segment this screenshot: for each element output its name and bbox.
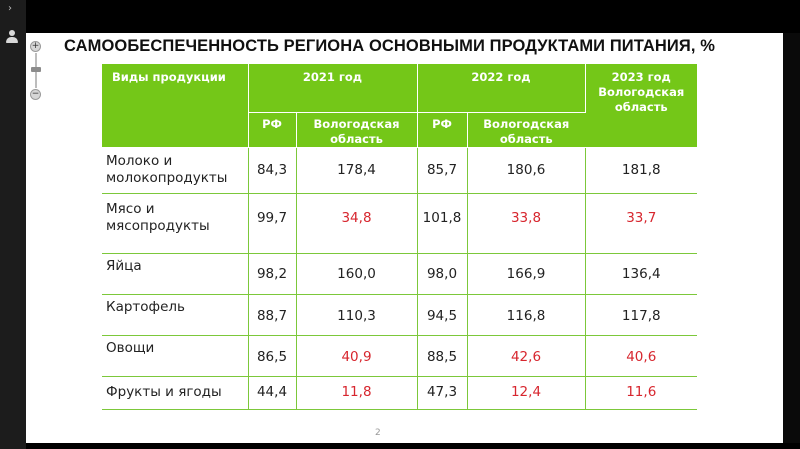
presentation-slide: + − САМООБЕСПЕЧЕННОСТЬ РЕГИОНА ОСНОВНЫМИ… (26, 33, 783, 443)
value-rf-2022: 98,0 (417, 253, 468, 295)
subheader-vologda-2022: Вологодская область (467, 112, 585, 148)
subheader-rf-2021: РФ (248, 112, 297, 148)
viewer-right-scrollbar[interactable] (783, 33, 800, 443)
zoom-in-button[interactable]: + (30, 41, 41, 52)
value-rf-2021: 44,4 (248, 376, 297, 410)
user-icon[interactable] (5, 30, 19, 44)
value-vologda-2022: 42,6 (467, 335, 586, 377)
value-vologda-2022: 12,4 (467, 376, 586, 410)
table-header-row: Виды продукции 2021 год 2022 год 2023 го… (102, 64, 697, 148)
value-rf-2021: 88,7 (248, 294, 297, 336)
product-name: Мясо и мясопродукты (102, 193, 249, 254)
value-vologda-2023: 117,8 (585, 294, 697, 336)
header-year-2022: 2022 год (417, 64, 586, 113)
value-vologda-2022: 180,6 (467, 147, 586, 194)
table-row: Фрукты и ягоды 44,4 11,8 47,3 12,4 11,6 (102, 376, 697, 410)
header-year-2023-vologda: 2023 год Вологодская область (585, 64, 697, 148)
subheader-vologda-2021: Вологодская область (296, 112, 418, 148)
value-vologda-2023: 136,4 (585, 253, 697, 295)
value-vologda-2021: 40,9 (296, 335, 418, 377)
value-rf-2021: 86,5 (248, 335, 297, 377)
value-rf-2022: 101,8 (417, 193, 468, 254)
slide-page-number: 2 (375, 428, 381, 438)
value-rf-2022: 85,7 (417, 147, 468, 194)
product-name: Яйца (102, 253, 249, 295)
value-vologda-2023: 40,6 (585, 335, 697, 377)
expand-panel-icon[interactable]: › (8, 3, 12, 14)
product-name: Овощи (102, 335, 249, 377)
value-rf-2022: 47,3 (417, 376, 468, 410)
value-rf-2021: 99,7 (248, 193, 297, 254)
value-rf-2022: 88,5 (417, 335, 468, 377)
viewer-left-panel: › (0, 0, 26, 449)
value-vologda-2022: 166,9 (467, 253, 586, 295)
table-subheader-row: РФ Вологодская область РФ Вологодская об… (102, 112, 697, 148)
zoom-handle[interactable] (31, 67, 41, 72)
user-icon-head (9, 30, 15, 36)
value-vologda-2021: 11,8 (296, 376, 418, 410)
subheader-rf-2022: РФ (417, 112, 468, 148)
value-vologda-2023: 11,6 (585, 376, 697, 410)
value-rf-2021: 84,3 (248, 147, 297, 194)
table-row: Молоко и молокопродукты 84,3 178,4 85,7 … (102, 147, 697, 194)
user-icon-body (6, 37, 18, 43)
header-year-2021: 2021 год (248, 64, 418, 113)
value-rf-2021: 98,2 (248, 253, 297, 295)
value-vologda-2021: 178,4 (296, 147, 418, 194)
value-rf-2022: 94,5 (417, 294, 468, 336)
table-row: Овощи 86,5 40,9 88,5 42,6 40,6 (102, 335, 697, 377)
self-sufficiency-table: Виды продукции 2021 год 2022 год 2023 го… (102, 64, 697, 410)
value-vologda-2021: 160,0 (296, 253, 418, 295)
table-row: Картофель 88,7 110,3 94,5 116,8 117,8 (102, 294, 697, 336)
value-vologda-2023: 33,7 (585, 193, 697, 254)
zoom-out-button[interactable]: − (30, 89, 41, 100)
product-name: Фрукты и ягоды (102, 376, 249, 410)
zoom-slider[interactable]: + − (30, 41, 42, 101)
table-row: Мясо и мясопродукты 99,7 34,8 101,8 33,8… (102, 193, 697, 254)
table-row: Яйца 98,2 160,0 98,0 166,9 136,4 (102, 253, 697, 295)
header-product-type: Виды продукции (102, 64, 249, 148)
value-vologda-2021: 110,3 (296, 294, 418, 336)
slide-title: САМООБЕСПЕЧЕННОСТЬ РЕГИОНА ОСНОВНЫМИ ПРО… (64, 37, 715, 55)
value-vologda-2023: 181,8 (585, 147, 697, 194)
product-name: Картофель (102, 294, 249, 336)
product-name: Молоко и молокопродукты (102, 147, 249, 194)
value-vologda-2022: 116,8 (467, 294, 586, 336)
value-vologda-2021: 34,8 (296, 193, 418, 254)
value-vologda-2022: 33,8 (467, 193, 586, 254)
